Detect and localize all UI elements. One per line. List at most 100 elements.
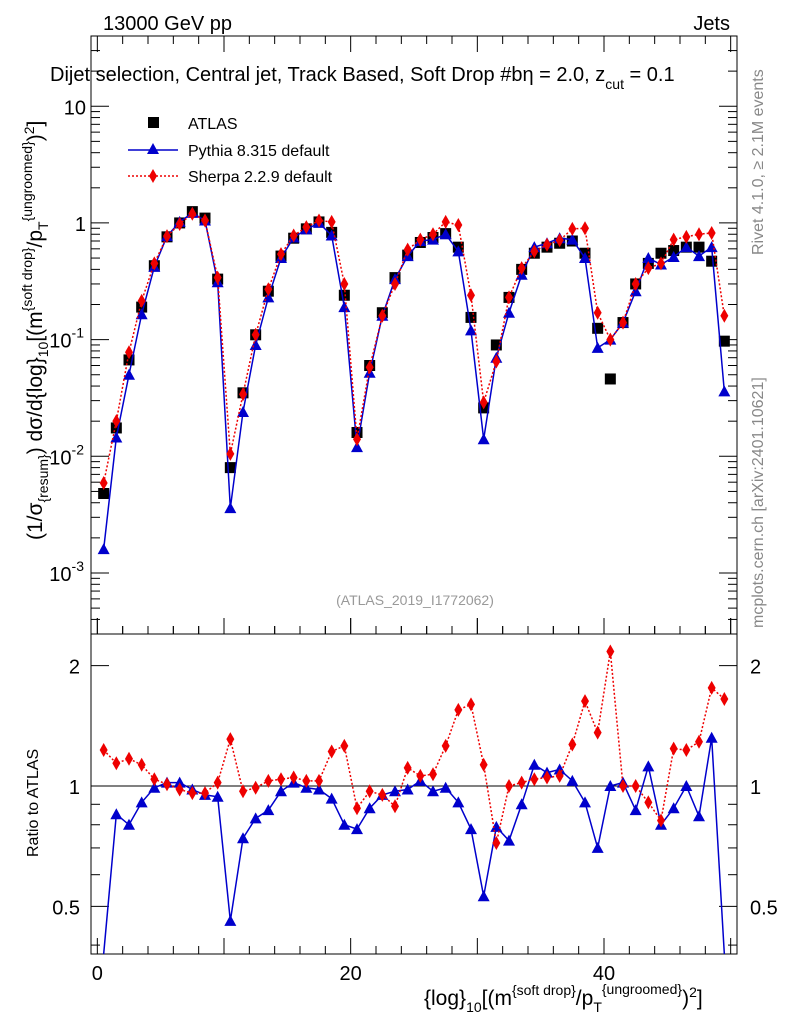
main-y-label: (1/σ{resum}) dσ/d{log}10[(m{soft drop}/p… — [19, 121, 51, 540]
atlas-main-point — [123, 354, 135, 366]
sherpa-ratio-point — [163, 777, 171, 792]
pythia-main-point — [338, 301, 351, 313]
sherpa-ratio-point — [175, 782, 184, 797]
sherpa-main-point — [264, 282, 273, 297]
sherpa-main-point — [568, 221, 577, 236]
atlas-main-point — [706, 255, 718, 267]
pythia-main-point — [705, 241, 718, 253]
pythia-ratio-point — [338, 818, 351, 830]
main-y-tick-label: 10-1 — [49, 325, 84, 353]
sherpa-main-point — [707, 225, 716, 240]
svg-text:{log}10[(m{soft drop}/pT{ungro: {log}10[(m{soft drop}/pT{ungroomed})2] — [424, 981, 703, 1015]
sherpa-ratio-point — [302, 773, 311, 788]
pythia-ratio-point — [211, 790, 224, 802]
pythia-ratio-point — [262, 804, 275, 816]
sherpa-main-point — [226, 446, 235, 461]
sherpa-main-point — [365, 360, 374, 375]
pythia-ratio-point — [680, 780, 693, 792]
sherpa-main-point — [720, 308, 729, 323]
pythia-ratio-point — [629, 804, 642, 816]
pythia-ratio-point — [224, 914, 237, 926]
legend-pythia-marker — [147, 143, 159, 154]
sherpa-ratio-point — [112, 756, 121, 771]
sherpa-ratio-point — [543, 770, 551, 785]
pythia-ratio-point — [249, 812, 262, 824]
sherpa-ratio-point — [327, 744, 336, 759]
ratio-y-tick-label-right: 2 — [750, 657, 761, 679]
ratio-y-tick-label-right: 1 — [750, 777, 761, 799]
pythia-ratio-point — [528, 758, 541, 770]
pythia-ratio-point — [465, 823, 477, 835]
ratio-y-tick-label-left: 0.5 — [52, 897, 80, 919]
plot-title-zval: = 0.1 — [624, 64, 675, 86]
ratio-y-tick-label-right: 0.5 — [750, 897, 778, 919]
pythia-ratio-point — [237, 832, 249, 844]
pythia-ratio-point — [591, 841, 604, 853]
sherpa-main-point — [631, 276, 640, 291]
sherpa-ratio-point — [555, 768, 564, 783]
atlas-main-point — [465, 311, 477, 323]
sherpa-main-point — [416, 232, 425, 247]
pythia-main-point — [591, 341, 604, 353]
pythia-ratio-point — [313, 783, 325, 795]
sherpa-ratio-point — [606, 644, 615, 659]
pythia-ratio-point — [452, 796, 465, 808]
sherpa-main-point — [429, 227, 437, 242]
atlas-main-point — [693, 241, 705, 253]
header-category: Jets — [693, 13, 730, 35]
sherpa-ratio-point — [720, 692, 729, 707]
atlas-main-point — [224, 462, 236, 474]
sherpa-ratio-point — [695, 734, 703, 749]
sherpa-ratio-point — [429, 767, 437, 782]
sherpa-ratio-point — [99, 743, 108, 758]
main-y-tick-label: 10-3 — [49, 558, 84, 586]
atlas-main-point — [592, 322, 604, 334]
pythia-ratio-point — [439, 781, 452, 793]
atlas-main-point — [338, 289, 350, 301]
atlas-main-point — [655, 247, 667, 259]
main-y-ticks: 10-3 10-2 10-1 1 10 — [49, 35, 737, 635]
sherpa-ratio-point — [365, 784, 374, 799]
sherpa-ratio-point — [682, 743, 691, 758]
ratio-y-ticks: 0.5 0.5 1 1 2 2 — [52, 657, 778, 946]
sherpa-main-point — [492, 354, 501, 369]
pythia-main-point — [680, 241, 693, 253]
main-y-tick-label: 10-2 — [49, 441, 84, 469]
x-ticks: 0 20 40 — [92, 36, 732, 985]
sherpa-main-point — [239, 387, 247, 402]
sherpa-main-point — [555, 233, 564, 248]
sherpa-ratio-point — [530, 772, 539, 787]
sherpa-ratio-point — [631, 779, 640, 794]
sherpa-main-point — [353, 432, 361, 447]
sherpa-main-point — [543, 237, 551, 252]
sherpa-main-point — [593, 305, 602, 320]
sherpa-main-point — [137, 293, 146, 308]
pythia-ratio-point — [604, 780, 617, 792]
atlas-main-point — [98, 487, 110, 499]
sherpa-ratio-point — [201, 786, 209, 801]
sherpa-ratio-point — [340, 738, 349, 753]
pythia-main-point — [579, 252, 591, 264]
sherpa-ratio-point — [669, 741, 678, 756]
plot-title-beta: η = 2.0, z — [522, 64, 605, 86]
pythia-ratio-point — [515, 798, 528, 810]
sherpa-ratio-point — [441, 738, 450, 753]
sherpa-ratio-point — [251, 780, 260, 795]
sherpa-main-point — [606, 332, 615, 347]
atlas-main-point — [604, 373, 616, 385]
sherpa-ratio-point — [593, 725, 602, 740]
x-tick-label: 0 — [92, 963, 103, 985]
pythia-ratio-point — [427, 785, 439, 797]
sherpa-ratio-point — [416, 768, 425, 783]
sherpa-main-point — [302, 220, 311, 235]
sherpa-ratio-point — [150, 772, 159, 787]
sherpa-ratio-point — [492, 836, 501, 851]
sherpa-main-point — [454, 218, 463, 233]
pythia-ratio-point — [275, 785, 287, 797]
sherpa-main-point — [125, 345, 133, 360]
sherpa-main-point — [327, 214, 336, 229]
sherpa-main-point — [644, 261, 653, 276]
pythia-ratio-point — [566, 774, 579, 786]
pythia-main-point — [224, 502, 237, 514]
